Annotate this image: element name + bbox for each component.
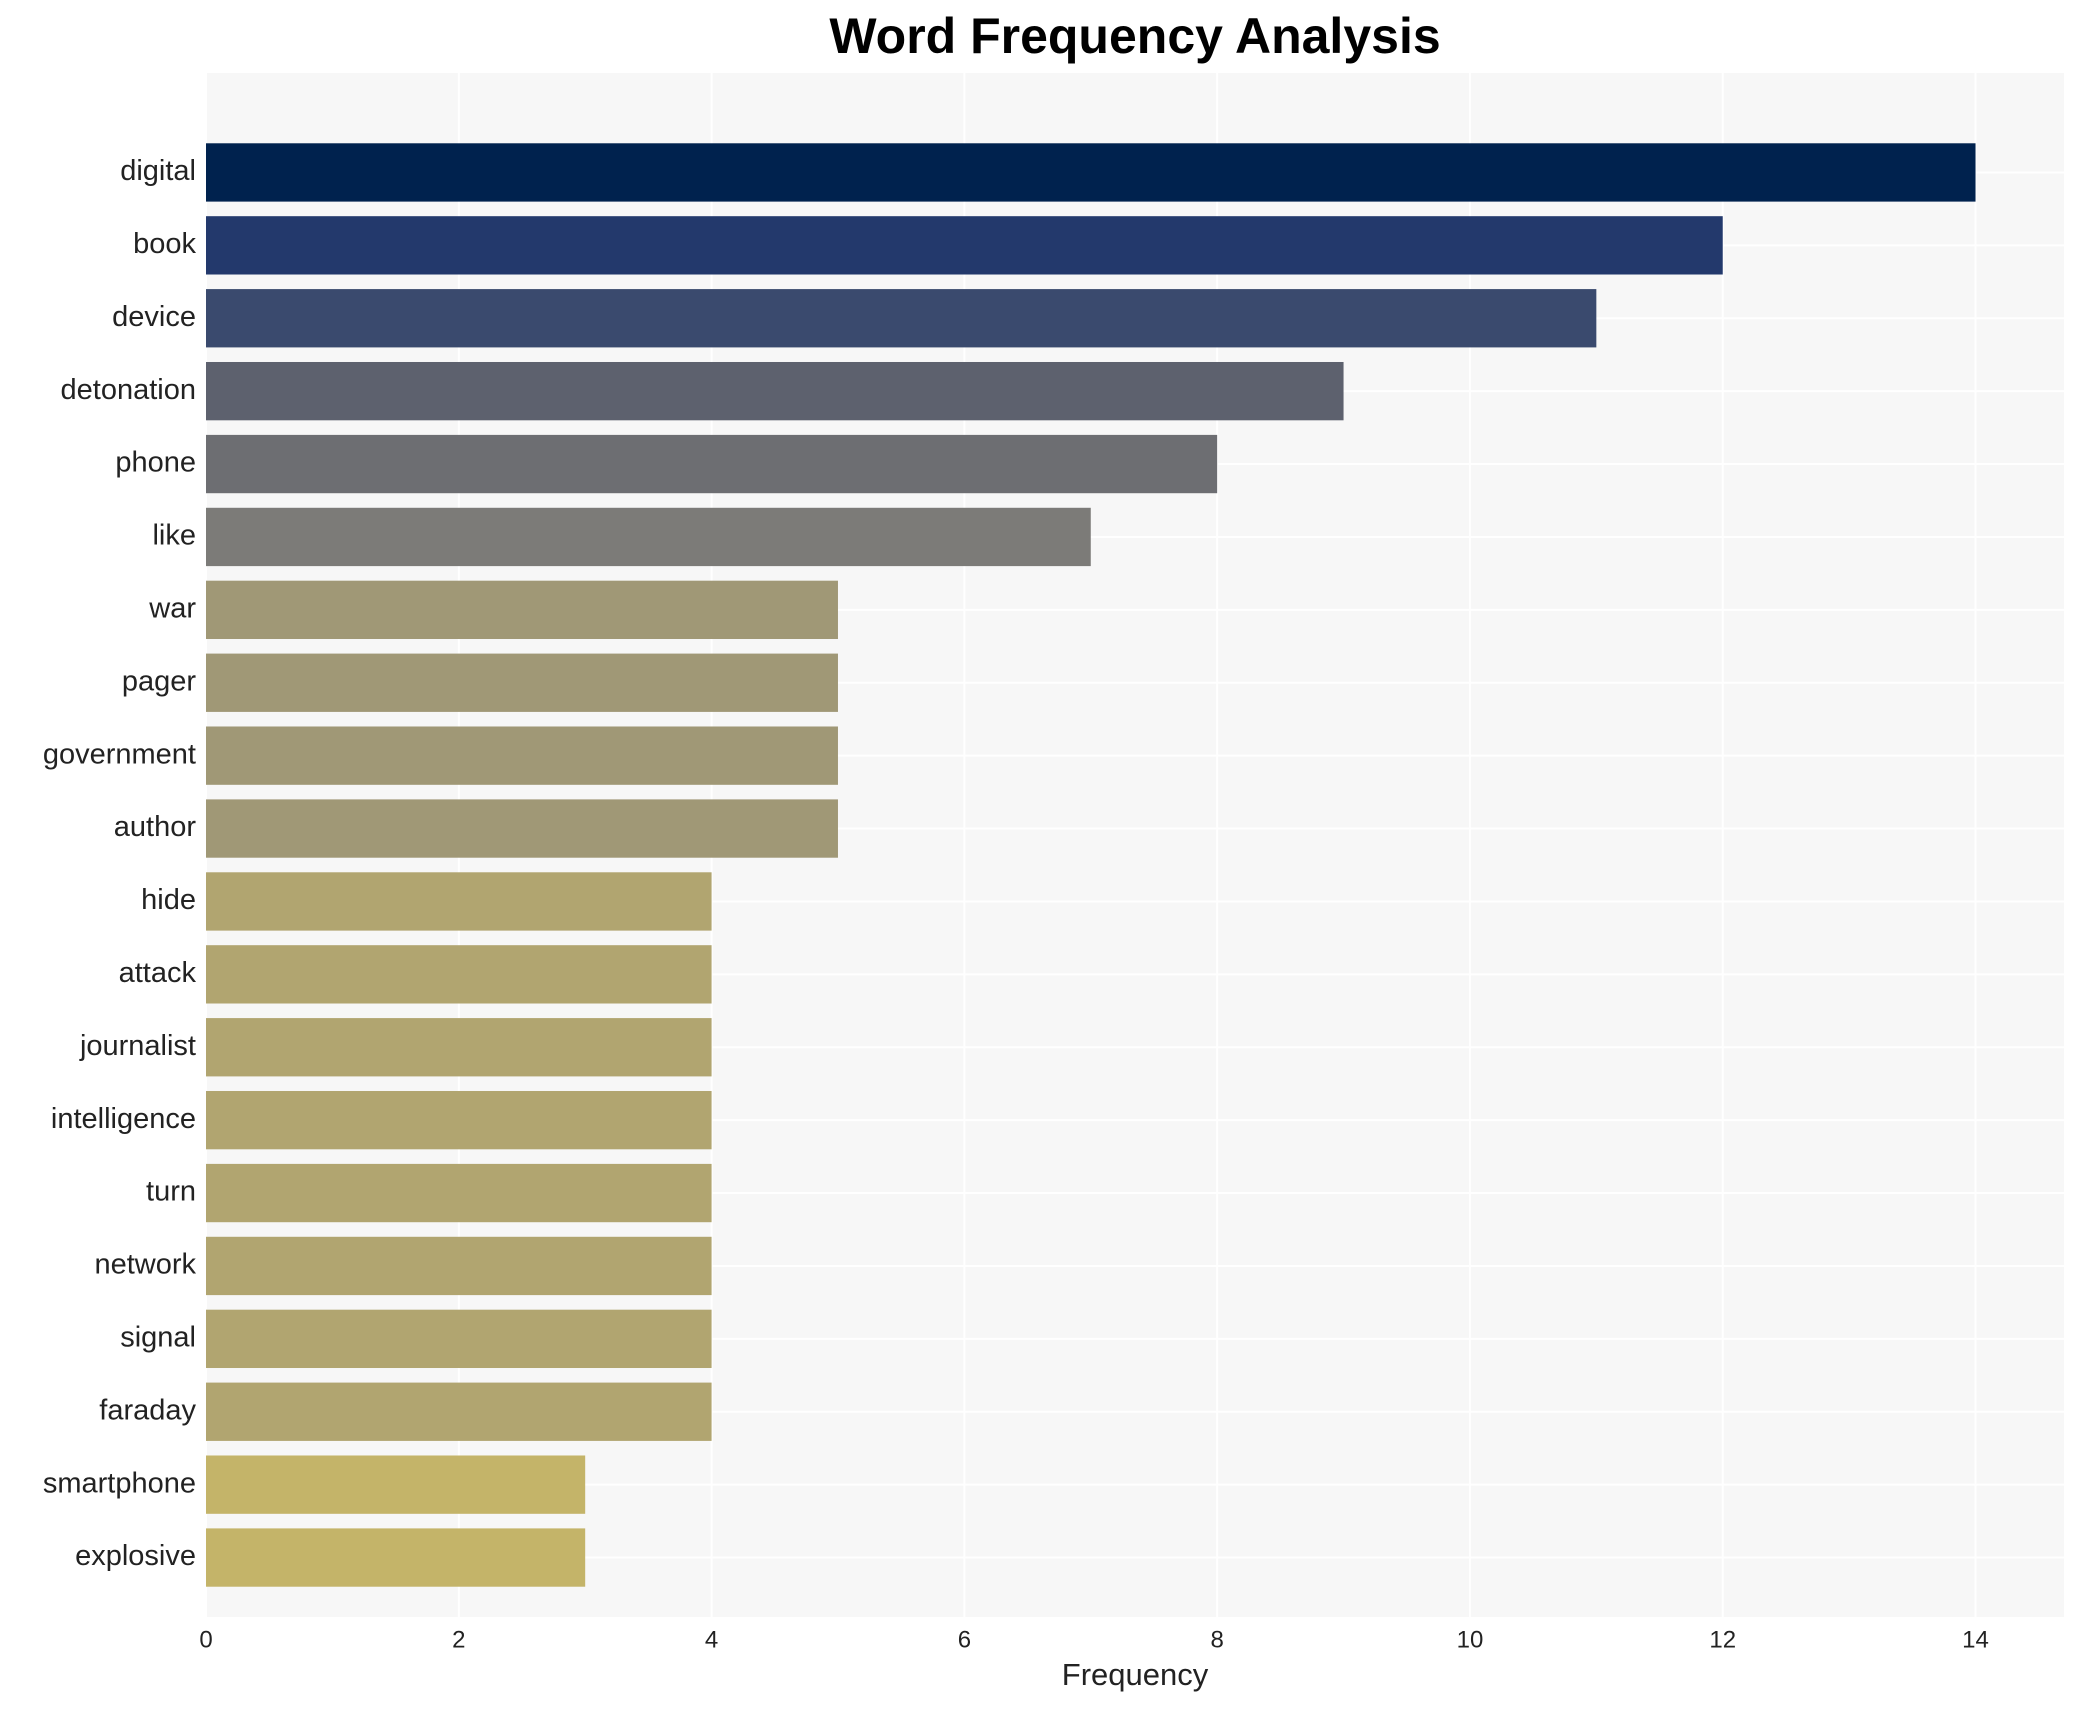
bar [206,507,1091,567]
bar [206,653,838,712]
x-tick-label: 4 [705,1626,718,1653]
x-tick-label: 2 [452,1626,465,1653]
x-tick-label: 14 [1962,1626,1989,1653]
bar [206,580,838,640]
y-tick-label: intelligence [51,1103,196,1135]
bar [206,1018,712,1077]
y-tick-label: turn [146,1176,196,1208]
y-tick-label: author [114,811,197,843]
y-tick-label: explosive [75,1540,196,1572]
x-tick-label: 12 [1709,1626,1736,1653]
y-tick-label: digital [120,155,196,187]
bar [206,289,1597,348]
y-tick-label: attack [119,957,197,989]
bar [206,216,1723,275]
bar [206,799,838,858]
bar [206,1528,586,1587]
bar [206,1309,712,1369]
y-tick-label: government [43,738,196,770]
y-tick-label: signal [120,1322,196,1354]
bar [206,945,712,1004]
bar [206,361,1344,421]
chart-title: Word Frequency Analysis [829,8,1440,64]
bar [206,143,1976,202]
bar [206,1163,712,1223]
x-tick-label: 6 [958,1626,971,1653]
y-tick-label: smartphone [43,1467,196,1499]
y-tick-label: book [133,228,196,260]
bar [206,1382,712,1441]
bar [206,872,712,931]
y-tick-label: network [94,1249,196,1281]
y-tick-label: hide [141,884,196,916]
y-tick-label: device [112,301,196,333]
y-tick-label: phone [115,447,196,479]
bar [206,434,1218,494]
y-tick-label: journalist [79,1030,196,1062]
x-tick-label: 10 [1457,1626,1484,1653]
x-axis-title: Frequency [1062,1657,1209,1692]
bar [206,1236,712,1296]
bar [206,1090,712,1150]
y-tick-label: pager [122,665,197,697]
bar [206,1455,586,1514]
y-tick-label: detonation [61,374,196,406]
x-tick-label: 8 [1210,1626,1223,1653]
x-tick-label: 0 [199,1626,212,1653]
y-tick-label: war [148,593,196,625]
y-tick-label: faraday [99,1394,196,1426]
y-tick-label: like [152,520,196,552]
bar [206,726,838,785]
